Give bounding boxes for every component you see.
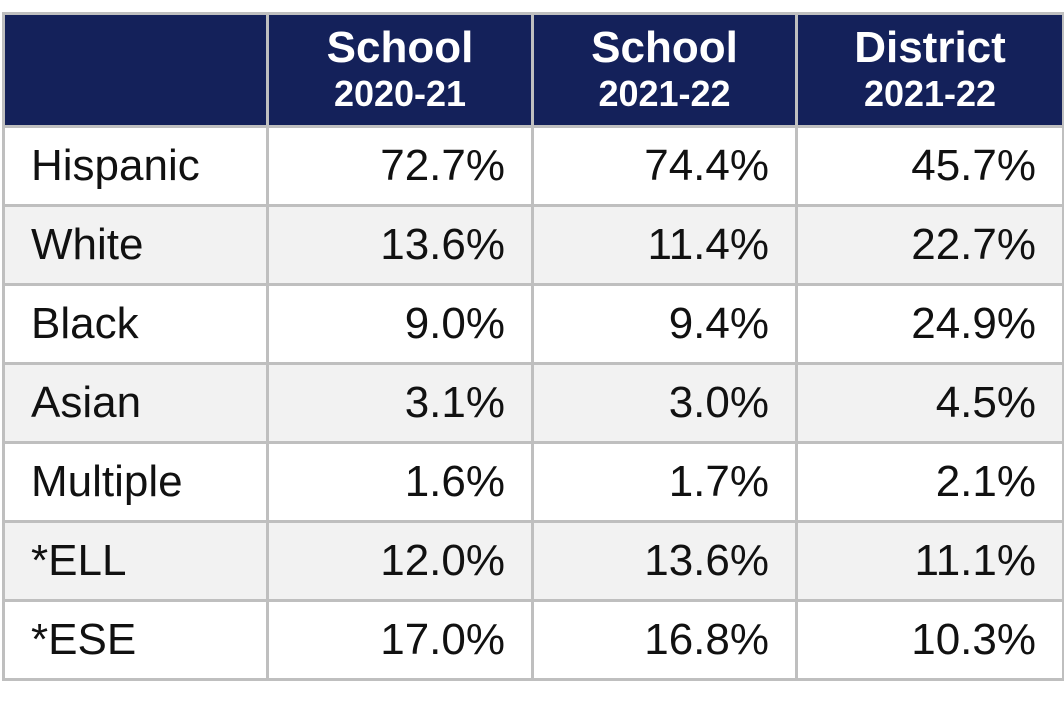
cell-value: 11.1% <box>795 520 1064 602</box>
table-row: White 13.6% 11.4% 22.7% <box>2 204 1064 286</box>
table-row: Asian 3.1% 3.0% 4.5% <box>2 362 1064 444</box>
cell-value: 11.4% <box>531 204 798 286</box>
row-label: Black <box>2 283 269 365</box>
row-label: Multiple <box>2 441 269 523</box>
table-row: Hispanic 72.7% 74.4% 45.7% <box>2 125 1064 207</box>
column-header: District 2021-22 <box>795 12 1064 128</box>
column-period: 2021-22 <box>863 73 997 114</box>
column-period: 2020-21 <box>333 73 467 114</box>
cell-value: 74.4% <box>531 125 798 207</box>
cell-value: 3.1% <box>266 362 534 444</box>
column-title: School <box>591 23 738 72</box>
row-label: Asian <box>2 362 269 444</box>
column-period: 2021-22 <box>598 73 731 114</box>
cell-value: 17.0% <box>266 599 534 681</box>
cell-value: 13.6% <box>266 204 534 286</box>
cell-value: 13.6% <box>531 520 798 602</box>
cell-value: 4.5% <box>795 362 1064 444</box>
table-body: Hispanic 72.7% 74.4% 45.7% White 13.6% 11.4% 22… <box>2 125 1064 681</box>
cell-value: 3.0% <box>531 362 798 444</box>
cell-value: 72.7% <box>266 125 534 207</box>
cell-value: 1.6% <box>266 441 534 523</box>
row-label: *ESE <box>2 599 269 681</box>
header-row: School 2020-21 School 2021-22 District 2021-2… <box>2 12 1064 128</box>
cell-value: 12.0% <box>266 520 534 602</box>
column-header: School 2021-22 <box>531 12 798 128</box>
cell-value: 10.3% <box>795 599 1064 681</box>
header-corner <box>2 12 269 128</box>
cell-value: 1.7% <box>531 441 798 523</box>
cell-value: 16.8% <box>531 599 798 681</box>
table-row: *ESE 17.0% 16.8% 10.3% <box>2 599 1064 681</box>
row-label: Hispanic <box>2 125 269 207</box>
cell-value: 9.4% <box>531 283 798 365</box>
table-row: *ELL 12.0% 13.6% 11.1% <box>2 520 1064 602</box>
cell-value: 2.1% <box>795 441 1064 523</box>
column-title: District <box>854 23 1006 72</box>
cell-value: 9.0% <box>266 283 534 365</box>
column-title: School <box>326 23 474 72</box>
row-label: White <box>2 204 269 286</box>
cell-value: 22.7% <box>795 204 1064 286</box>
cell-value: 24.9% <box>795 283 1064 365</box>
column-header: School 2020-21 <box>266 12 534 128</box>
table-row: Black 9.0% 9.4% 24.9% <box>2 283 1064 365</box>
table-row: Multiple 1.6% 1.7% 2.1% <box>2 441 1064 523</box>
row-label: *ELL <box>2 520 269 602</box>
cell-value: 45.7% <box>795 125 1064 207</box>
demographics-table: School 2020-21 School 2021-22 District 2021-2… <box>2 12 1064 681</box>
